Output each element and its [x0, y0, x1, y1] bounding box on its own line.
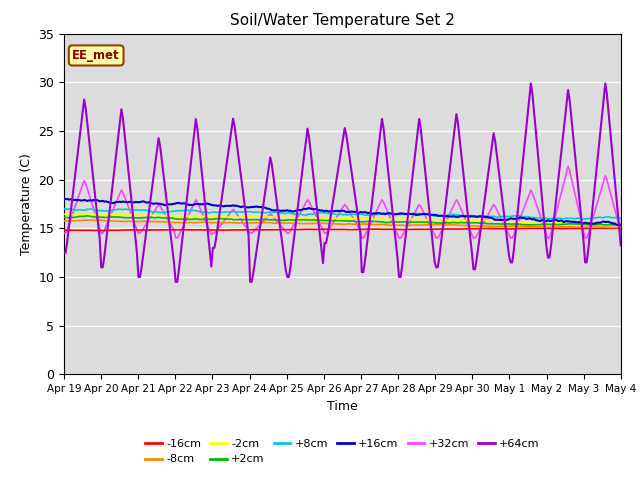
+32cm	[255, 223, 263, 228]
Line: +2cm: +2cm	[64, 216, 621, 226]
+16cm	[60, 196, 68, 202]
-2cm	[130, 212, 138, 217]
X-axis label: Time: Time	[327, 400, 358, 413]
-8cm	[255, 220, 263, 226]
+32cm	[246, 230, 254, 236]
-16cm	[588, 226, 595, 231]
-16cm	[246, 227, 254, 233]
+32cm	[172, 235, 179, 241]
-8cm	[588, 224, 595, 230]
-2cm	[60, 211, 68, 217]
+16cm	[616, 222, 623, 228]
-2cm	[617, 221, 625, 227]
-2cm	[88, 211, 96, 217]
+2cm	[83, 213, 91, 218]
+8cm	[588, 216, 595, 221]
Title: Soil/Water Temperature Set 2: Soil/Water Temperature Set 2	[230, 13, 455, 28]
+2cm	[617, 223, 625, 228]
+2cm	[130, 215, 138, 221]
-16cm	[255, 227, 263, 233]
+2cm	[246, 217, 254, 223]
+8cm	[60, 206, 68, 212]
-16cm	[617, 226, 625, 231]
+64cm	[172, 279, 179, 285]
+2cm	[588, 222, 595, 228]
+8cm	[129, 207, 136, 213]
+64cm	[246, 279, 254, 285]
+16cm	[586, 220, 594, 226]
-8cm	[305, 221, 313, 227]
+2cm	[616, 223, 623, 228]
+2cm	[60, 215, 68, 220]
-16cm	[596, 225, 604, 231]
Y-axis label: Temperature (C): Temperature (C)	[20, 153, 33, 255]
-16cm	[60, 228, 68, 233]
+64cm	[255, 228, 263, 234]
+64cm	[305, 134, 313, 140]
Line: +16cm: +16cm	[64, 199, 621, 225]
+8cm	[303, 212, 311, 217]
+16cm	[244, 204, 252, 210]
-8cm	[86, 217, 94, 223]
+32cm	[589, 215, 596, 221]
-16cm	[305, 227, 313, 232]
+32cm	[305, 199, 313, 204]
-2cm	[614, 221, 621, 227]
+64cm	[228, 127, 236, 132]
+16cm	[617, 222, 625, 228]
-2cm	[246, 214, 254, 220]
+64cm	[527, 81, 534, 86]
+8cm	[226, 209, 234, 215]
+32cm	[617, 229, 625, 235]
+16cm	[303, 205, 311, 211]
+2cm	[255, 217, 263, 223]
Line: -8cm: -8cm	[64, 220, 621, 228]
-2cm	[305, 215, 313, 221]
+16cm	[226, 203, 234, 209]
-8cm	[130, 219, 138, 225]
Legend: -16cm, -8cm, -2cm, +2cm, +8cm, +16cm, +32cm, +64cm: -16cm, -8cm, -2cm, +2cm, +8cm, +16cm, +3…	[141, 434, 544, 469]
+8cm	[578, 216, 586, 222]
+32cm	[129, 214, 136, 220]
+32cm	[60, 230, 68, 236]
+32cm	[228, 208, 236, 214]
+32cm	[564, 163, 572, 169]
+2cm	[228, 216, 236, 222]
Line: +64cm: +64cm	[64, 84, 621, 282]
+16cm	[254, 204, 262, 210]
+64cm	[617, 243, 625, 249]
-2cm	[228, 215, 236, 220]
+64cm	[129, 205, 136, 211]
+16cm	[129, 199, 136, 205]
-8cm	[617, 225, 625, 230]
-16cm	[130, 227, 138, 233]
-2cm	[255, 214, 263, 219]
+8cm	[617, 216, 625, 221]
+2cm	[305, 217, 313, 223]
-8cm	[228, 220, 236, 226]
Line: -2cm: -2cm	[64, 214, 621, 224]
Line: +32cm: +32cm	[64, 166, 621, 238]
-2cm	[588, 220, 595, 226]
+64cm	[60, 250, 68, 255]
+8cm	[244, 209, 252, 215]
-8cm	[246, 220, 254, 226]
Line: +8cm: +8cm	[64, 209, 621, 219]
-8cm	[609, 225, 617, 230]
-16cm	[96, 228, 104, 233]
Line: -16cm: -16cm	[64, 228, 621, 230]
-8cm	[60, 218, 68, 224]
+64cm	[589, 202, 596, 208]
-16cm	[228, 227, 236, 233]
+8cm	[254, 209, 262, 215]
Text: EE_met: EE_met	[72, 49, 120, 62]
